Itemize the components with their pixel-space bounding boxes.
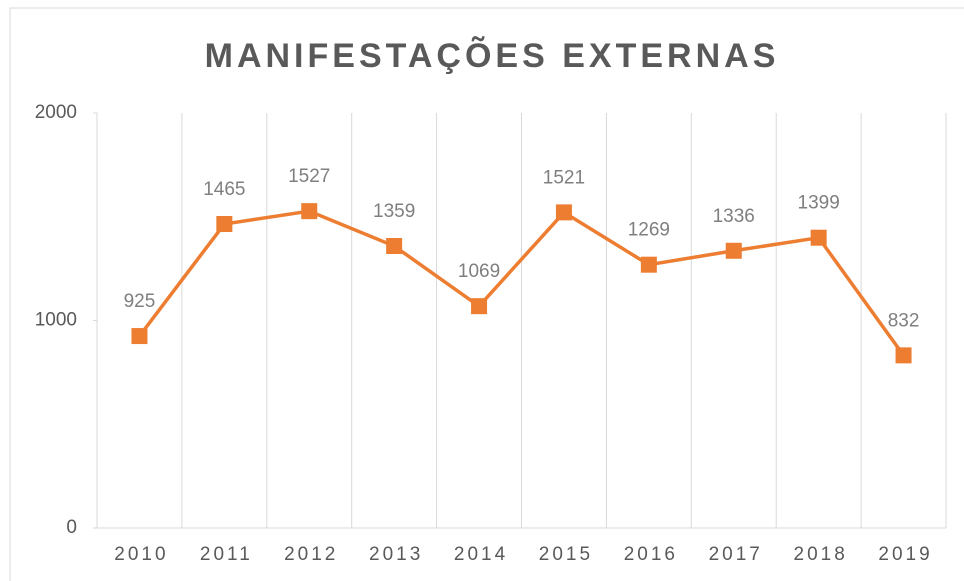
data-point: [301, 203, 318, 220]
data-label: 1465: [203, 179, 245, 200]
x-tick-label: 2016: [624, 544, 678, 565]
x-tick-label: 2015: [539, 544, 593, 565]
series-line: [138, 209, 905, 357]
x-tick-label: 2014: [454, 544, 508, 565]
y-tick-label: 2000: [35, 102, 77, 123]
data-point: [895, 347, 912, 364]
data-label: 925: [124, 291, 156, 312]
x-tick-label: 2018: [794, 544, 848, 565]
x-tick-label: 2019: [878, 544, 932, 565]
y-tick-label: 0: [66, 517, 77, 538]
data-label: 832: [888, 310, 920, 331]
data-label: 1269: [628, 220, 670, 241]
x-tick-label: 2012: [284, 544, 338, 565]
data-label: 1359: [373, 201, 415, 222]
data-label: 1336: [713, 206, 755, 227]
data-point: [131, 328, 148, 345]
data-point: [471, 298, 488, 315]
data-label: 1069: [458, 261, 500, 282]
data-point: [640, 256, 657, 273]
x-tick-label: 2013: [369, 544, 423, 565]
data-point: [216, 216, 233, 233]
data-label: 1399: [798, 193, 840, 214]
x-tick-label: 2011: [200, 544, 253, 565]
y-tick-label: 1000: [35, 310, 77, 331]
data-point: [386, 238, 403, 255]
chart-title: MANIFESTAÇÕES EXTERNAS: [205, 37, 780, 75]
data-label: 1521: [543, 167, 585, 188]
data-point: [725, 242, 742, 259]
data-label: 1527: [288, 166, 330, 187]
x-tick-label: 2010: [114, 544, 168, 565]
data-point: [555, 204, 572, 221]
data-point: [810, 229, 827, 246]
x-tick-label: 2017: [709, 544, 763, 565]
